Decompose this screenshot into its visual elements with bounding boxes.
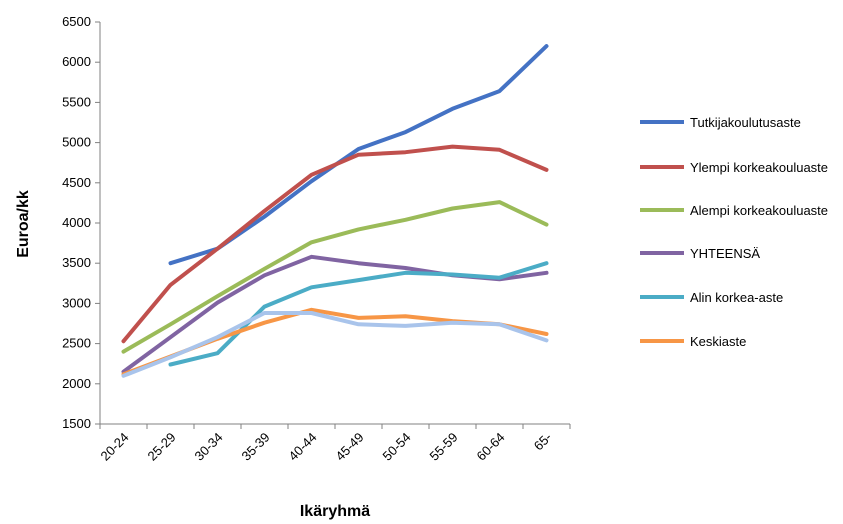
y-tick-label: 4000 — [62, 215, 91, 230]
y-tick-label: 5000 — [62, 135, 91, 150]
y-tick-label: 6500 — [62, 14, 91, 29]
legend-item: Alempi korkeakouluaste — [640, 200, 840, 221]
x-tick-label: 35-39 — [239, 430, 273, 464]
legend-swatch — [640, 165, 684, 169]
x-tick-label: 45-49 — [333, 430, 367, 464]
legend-swatch — [640, 295, 684, 299]
x-tick-label: 60-64 — [474, 430, 508, 464]
x-tick-label: 20-24 — [98, 430, 132, 464]
legend-label: Ylempi korkeakouluaste — [690, 160, 829, 175]
series-line-7 — [121, 311, 549, 378]
y-tick-label: 2500 — [62, 336, 91, 351]
legend-item: Keskiaste — [640, 331, 840, 352]
legend-swatch — [640, 120, 684, 124]
legend-label: YHTEENSÄ — [690, 246, 761, 261]
series-line-5 — [168, 261, 549, 367]
y-axis-title: Euroa/kk — [15, 190, 32, 258]
legend-item: YHTEENSÄ — [640, 243, 840, 264]
series-lines — [121, 44, 549, 378]
legend-label: Alin korkea-aste — [690, 290, 784, 305]
legend-item: Ylempi korkeakouluaste — [640, 157, 840, 178]
x-tick-label: 40-44 — [286, 430, 320, 464]
legend-swatch — [640, 208, 684, 212]
y-tick-label: 6000 — [62, 54, 91, 69]
x-axis-ticks: 20-24 25-29 30-34 35-39 40-44 45-49 50-54 55-59… — [98, 424, 571, 464]
legend-label: Tutkijakoulutusaste — [690, 115, 801, 130]
x-tick-label: 25-29 — [145, 430, 179, 464]
y-tick-label: 4500 — [62, 175, 91, 190]
legend-swatch — [640, 251, 684, 255]
y-tick-label: 3500 — [62, 255, 91, 270]
legend-item: Tutkijakoulutusaste — [640, 112, 840, 133]
legend-swatch — [640, 339, 684, 343]
y-axis-ticks: 1500 2000 2500 3000 3500 4000 4500 5000 5500 6000… — [62, 14, 100, 431]
y-tick-label: 3000 — [62, 295, 91, 310]
y-tick-label: 1500 — [62, 416, 91, 431]
y-tick-label: 2000 — [62, 376, 91, 391]
legend-label: Keskiaste — [690, 334, 747, 349]
x-tick-label: 65- — [531, 430, 555, 454]
series-line-2 — [121, 144, 549, 344]
x-tick-label: 50-54 — [380, 430, 414, 464]
x-tick-label: 30-34 — [192, 430, 226, 464]
series-line-3 — [121, 200, 549, 354]
y-tick-label: 5500 — [62, 94, 91, 109]
legend-label: Alempi korkeakouluaste — [690, 203, 829, 218]
legend-item: Alin korkea-aste — [640, 287, 840, 308]
x-tick-label: 55-59 — [427, 430, 461, 464]
x-axis-title: Ikäryhmä — [300, 503, 370, 520]
